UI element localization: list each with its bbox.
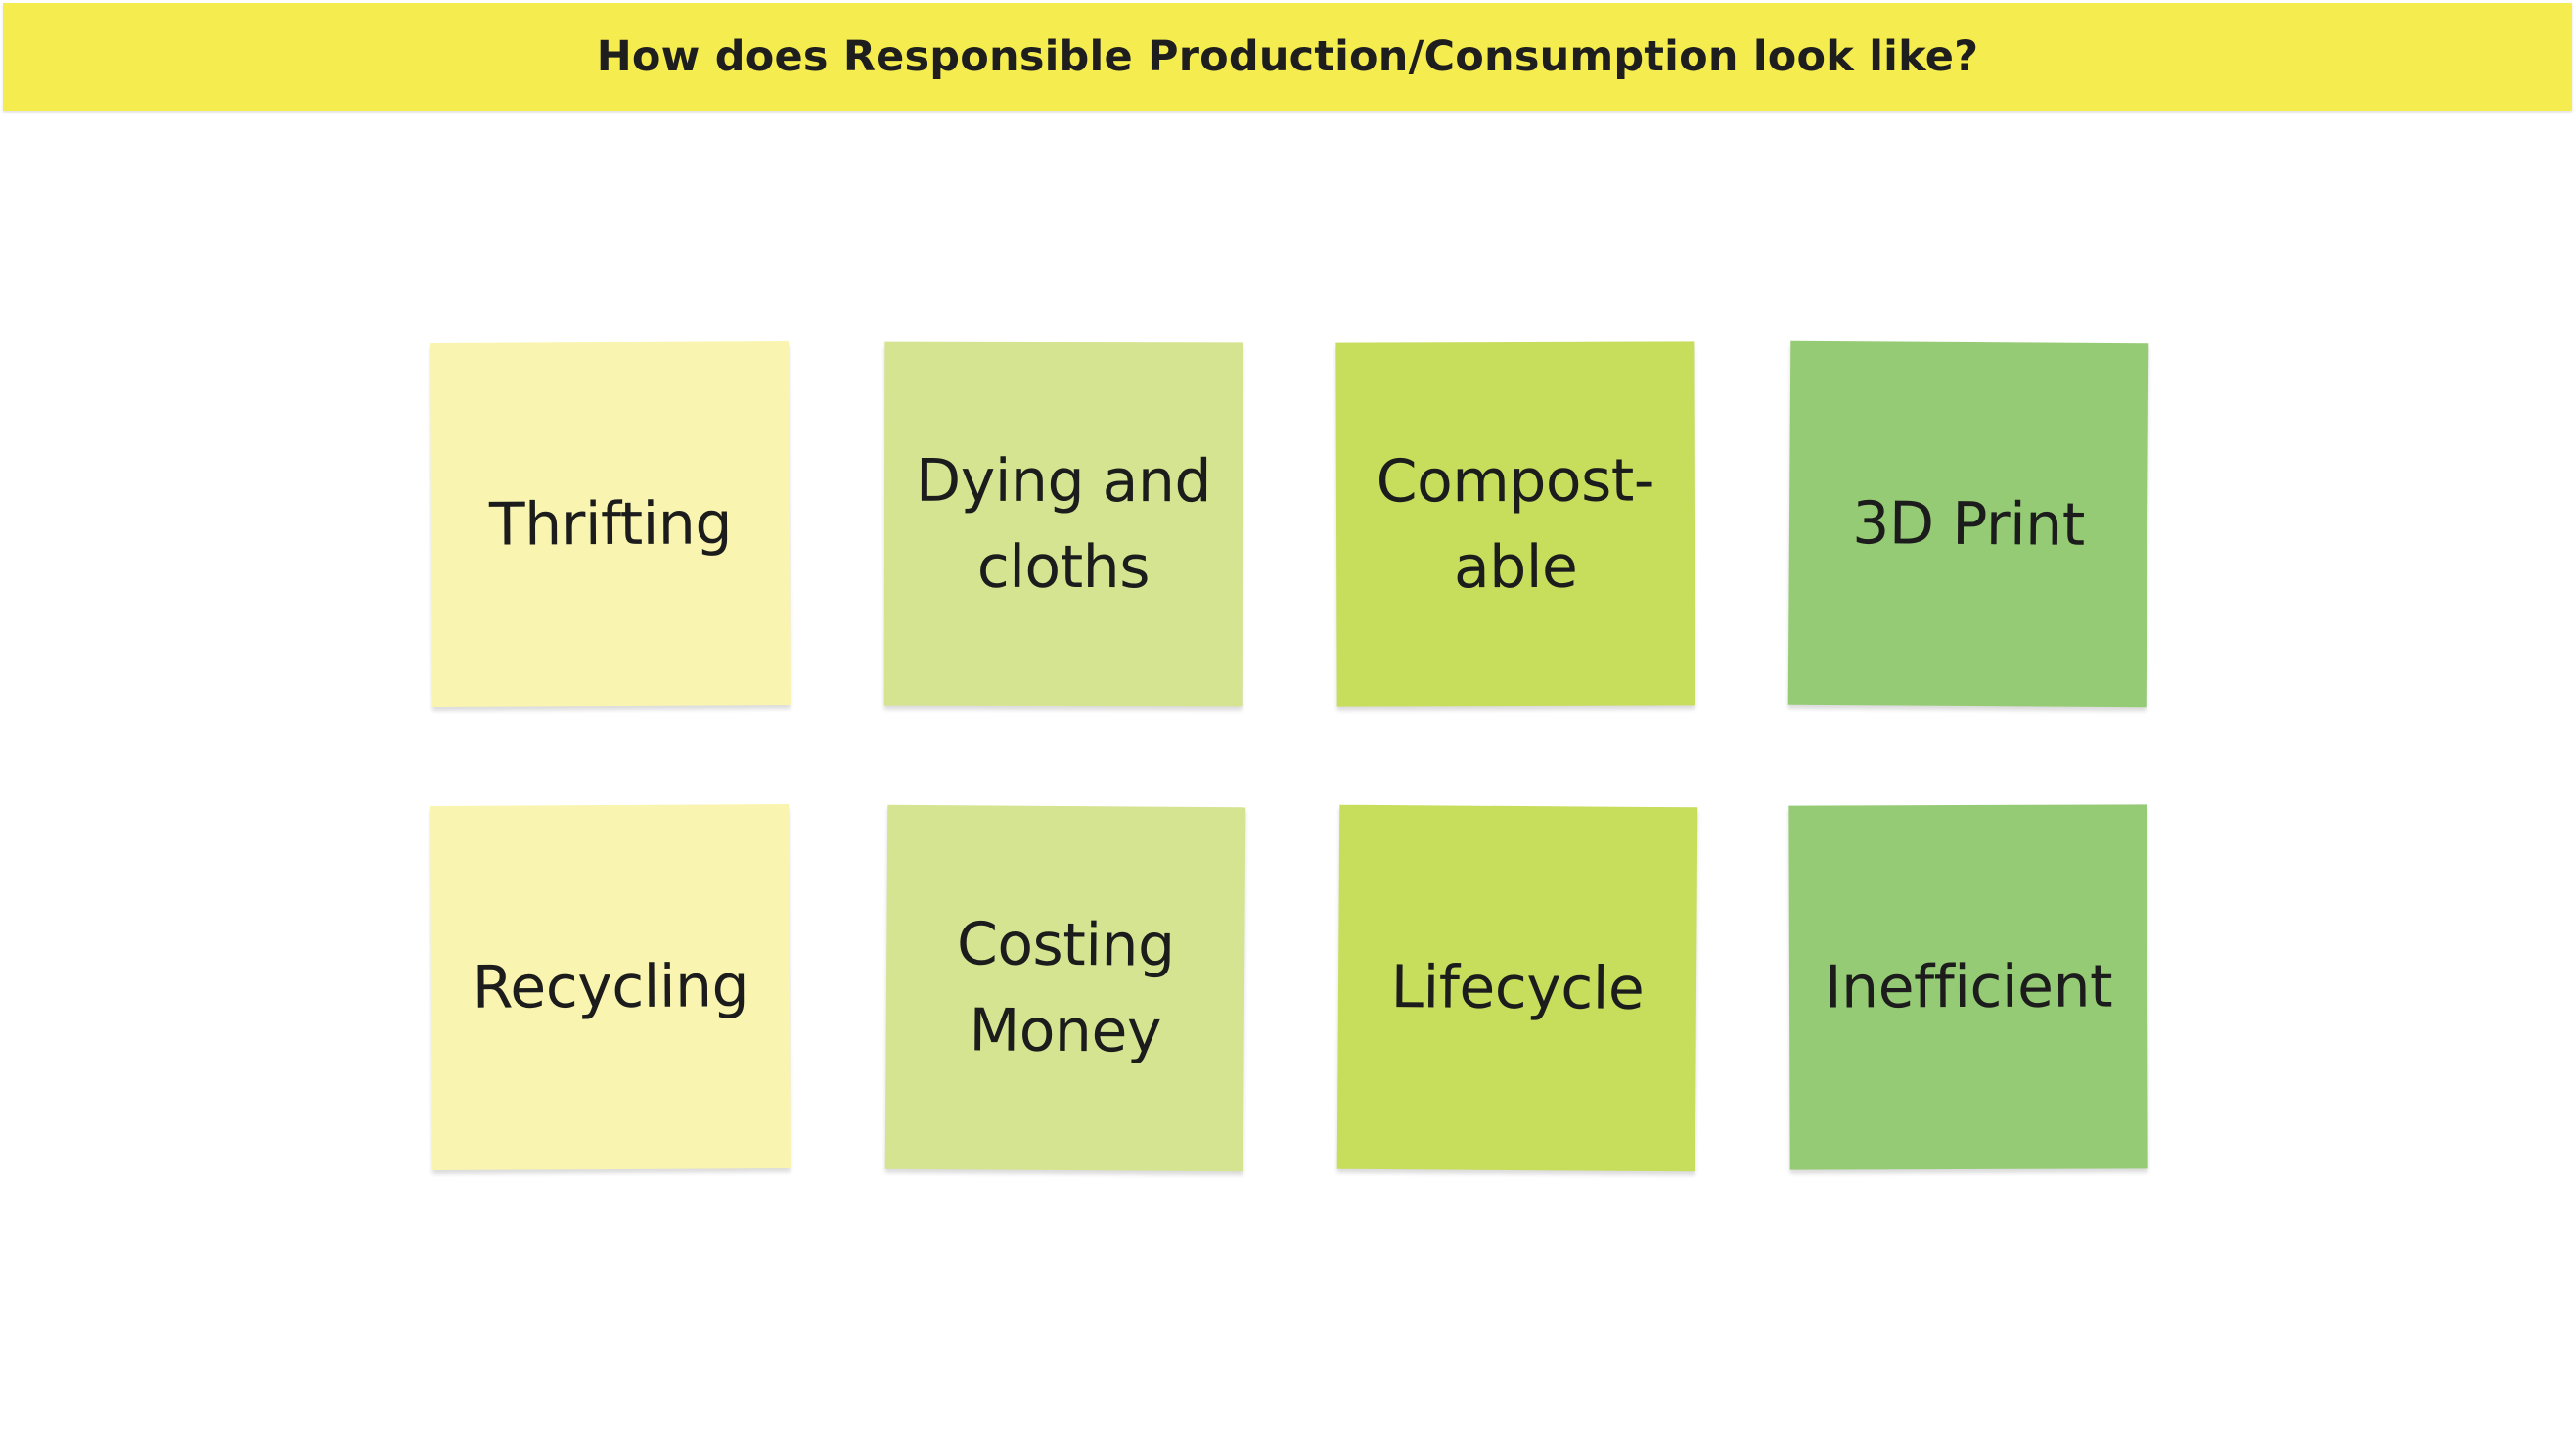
- sticky-note-dying-and-cloths[interactable]: Dying and cloths: [883, 341, 1243, 707]
- sticky-note-text: Compost- able: [1376, 446, 1655, 603]
- header-banner[interactable]: How does Responsible Production/Consumpt…: [3, 3, 2572, 111]
- sticky-note-compostable[interactable]: Compost- able: [1335, 341, 1695, 707]
- sticky-note-text: Recycling: [472, 952, 749, 1022]
- sticky-note-inefficient[interactable]: Inefficient: [1788, 804, 2148, 1170]
- sticky-note-3d-print[interactable]: 3D Print: [1787, 340, 2149, 708]
- sticky-note-text: 3D Print: [1852, 489, 2085, 560]
- sticky-note-costing-money[interactable]: Costing Money: [884, 804, 1246, 1172]
- sticky-note-lifecycle[interactable]: Lifecycle: [1336, 804, 1698, 1172]
- sticky-note-text: Thrifting: [488, 489, 733, 560]
- sticky-note-text: Costing Money: [956, 910, 1175, 1066]
- header-title: How does Responsible Production/Consumpt…: [596, 32, 1979, 81]
- sticky-note-thrifting[interactable]: Thrifting: [430, 341, 791, 707]
- sticky-note-text: Inefficient: [1824, 952, 2113, 1022]
- sticky-note-text: Lifecycle: [1390, 953, 1645, 1023]
- sticky-note-text: Dying and cloths: [916, 446, 1212, 603]
- sticky-note-recycling[interactable]: Recycling: [430, 804, 791, 1170]
